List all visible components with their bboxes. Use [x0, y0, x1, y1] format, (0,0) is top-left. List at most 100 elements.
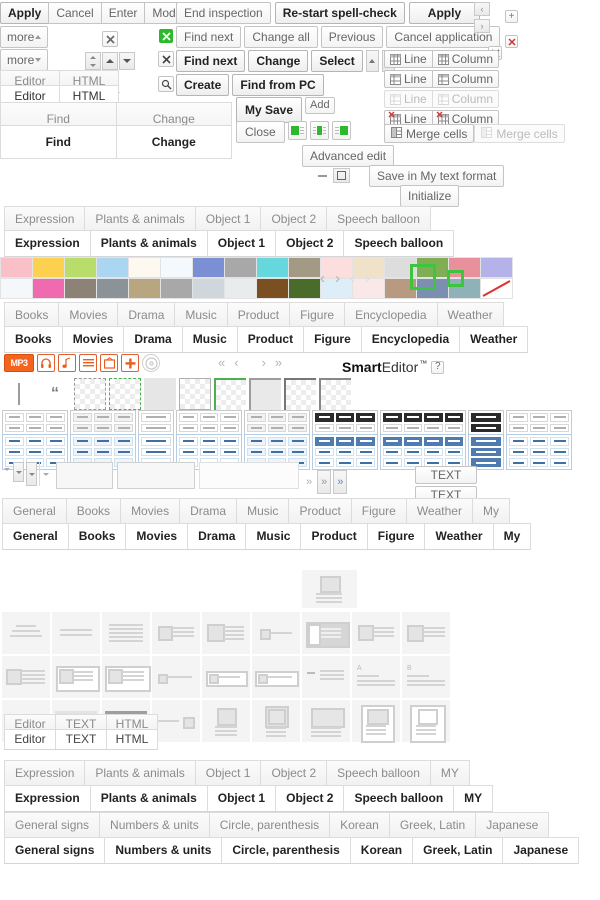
- more-button-down[interactable]: more: [0, 49, 48, 71]
- layout-thumbnail[interactable]: A: [352, 656, 400, 698]
- category-tab-active-product[interactable]: Product: [236, 326, 305, 353]
- find-from-pc-button[interactable]: Find from PC: [232, 74, 324, 96]
- symbol-tab-circle-parenthesis[interactable]: Circle, parenthesis: [208, 812, 331, 839]
- color-swatch[interactable]: [192, 278, 225, 299]
- category-tab-figure[interactable]: Figure: [289, 302, 346, 329]
- symbol-tab-korean[interactable]: Korean: [329, 812, 390, 839]
- sticker-tab-active-object-2[interactable]: Object 2: [275, 230, 345, 257]
- layout-thumbnail[interactable]: [352, 612, 400, 654]
- expand-icon-3[interactable]: »: [333, 470, 348, 494]
- pager-last-icon[interactable]: »: [274, 355, 283, 370]
- category-tab-active-drama[interactable]: Drama: [123, 326, 183, 353]
- save-toolbar[interactable]: My Save Add: [236, 97, 335, 123]
- category-tab-product[interactable]: Product: [226, 302, 291, 329]
- general-tabs-bold[interactable]: General Books Movies Drama Music Product Figur…: [2, 523, 532, 551]
- color-swatch[interactable]: [64, 278, 97, 299]
- sticker-tab-expression[interactable]: Expression: [4, 206, 86, 233]
- color-swatch-none[interactable]: [480, 278, 513, 299]
- color-swatch[interactable]: [256, 257, 289, 278]
- excel-close-button[interactable]: [159, 29, 173, 43]
- color-swatch[interactable]: [32, 257, 65, 278]
- color-swatch[interactable]: [32, 278, 65, 299]
- color-swatch[interactable]: [128, 278, 161, 299]
- save-my-text-format-button[interactable]: Save in My text format: [369, 165, 505, 187]
- pager-next-icon[interactable]: ›: [261, 355, 266, 370]
- prev-page-button[interactable]: ‹: [474, 2, 490, 16]
- media-toolbar[interactable]: MP3: [4, 354, 160, 372]
- layout-thumbnail[interactable]: [102, 612, 150, 654]
- category-tab-encyclopedia[interactable]: Encyclopedia: [344, 302, 438, 329]
- layout-thumbnail[interactable]: [252, 612, 300, 654]
- color-swatch[interactable]: [0, 257, 33, 278]
- tab-text-3[interactable]: TEXT: [55, 729, 107, 750]
- sticker-tab-object-2[interactable]: Object 2: [260, 206, 328, 233]
- color-swatch[interactable]: [0, 278, 33, 299]
- general-tab-books[interactable]: Books: [65, 498, 122, 525]
- sticker-my-tab-active-my[interactable]: MY: [453, 785, 494, 812]
- sticker-my-tab-active-speech-balloon[interactable]: Speech balloon: [343, 785, 455, 812]
- category-tab-active-books[interactable]: Books: [4, 326, 63, 353]
- general-tab-active-books[interactable]: Books: [67, 523, 127, 550]
- general-tab-active-music[interactable]: Music: [245, 523, 302, 550]
- caret-button-3[interactable]: [26, 462, 37, 486]
- general-tab-active-product[interactable]: Product: [300, 523, 368, 550]
- music-note-icon-button[interactable]: [58, 354, 76, 372]
- layout-thumbnail[interactable]: [202, 612, 250, 654]
- sticker-my-tab-plants-animals[interactable]: Plants & animals: [84, 760, 196, 787]
- border-style-grey-corner-filled[interactable]: [249, 378, 281, 410]
- sticker-my-tab-my[interactable]: MY: [429, 760, 470, 787]
- sticker-my-tabs-bold[interactable]: Expression Plants & animals Object 1 Object…: [4, 785, 494, 813]
- inspection-toolbar[interactable]: End inspection Re-start spell-check Appl…: [176, 2, 481, 24]
- sticker-my-tab-speech-balloon[interactable]: Speech balloon: [326, 760, 431, 787]
- color-swatch[interactable]: [96, 278, 129, 299]
- symbol-tab-general-signs[interactable]: General signs: [4, 812, 101, 839]
- general-tab-drama[interactable]: Drama: [179, 498, 238, 525]
- sticker-my-tab-expression[interactable]: Expression: [4, 760, 86, 787]
- cancel-application-button[interactable]: Cancel application: [386, 26, 501, 48]
- table-style-thumbnail[interactable]: [312, 434, 378, 470]
- sticker-tab-active-expression[interactable]: Expression: [4, 230, 91, 257]
- color-swatch[interactable]: [224, 278, 257, 299]
- color-swatch[interactable]: [128, 257, 161, 278]
- category-tab-movies[interactable]: Movies: [58, 302, 119, 329]
- playlist-icon-button[interactable]: [79, 354, 97, 372]
- layout-thumbnail[interactable]: [252, 656, 300, 698]
- border-style-thick-corner[interactable]: [319, 378, 351, 410]
- create-toolbar[interactable]: Create Find from PC: [176, 74, 324, 96]
- search-button[interactable]: [158, 76, 174, 92]
- pager-prev-icon[interactable]: ‹: [234, 355, 239, 370]
- tab-html-3[interactable]: HTML: [106, 729, 158, 750]
- layout-thumbnail[interactable]: [52, 656, 100, 698]
- sticker-my-tab-active-plants-animals[interactable]: Plants & animals: [89, 785, 208, 812]
- restart-spellcheck-button[interactable]: Re-start spell-check: [274, 2, 405, 24]
- border-style-quote[interactable]: “: [39, 378, 71, 410]
- symbol-tab-active-numbers-units[interactable]: Numbers & units: [104, 837, 223, 864]
- border-style-solid-thin[interactable]: [179, 378, 211, 410]
- layout-thumbnail[interactable]: [202, 656, 250, 698]
- spinner-group[interactable]: [85, 52, 135, 70]
- headphone-icon-button[interactable]: [37, 354, 55, 372]
- layout-thumbnail[interactable]: [252, 700, 300, 742]
- symbol-tab-active-korean[interactable]: Korean: [349, 837, 414, 864]
- table-style-thumbnail[interactable]: [380, 434, 466, 470]
- find-toolbar-bold[interactable]: Find next Change Select: [176, 50, 395, 72]
- table-grid-column-button[interactable]: Column: [431, 50, 500, 68]
- category-tab-books[interactable]: Books: [4, 302, 60, 329]
- caret-row[interactable]: [2, 462, 299, 489]
- general-tab-music[interactable]: Music: [236, 498, 290, 525]
- category-tab-active-music[interactable]: Music: [181, 326, 238, 353]
- selected-color-box-large[interactable]: [410, 264, 436, 290]
- layout-thumbnail[interactable]: [202, 700, 250, 742]
- general-tab-active-my[interactable]: My: [492, 523, 532, 550]
- add-small-button[interactable]: +: [505, 10, 518, 23]
- sticker-tab-active-plants-animals[interactable]: Plants & animals: [89, 230, 208, 257]
- content-pager[interactable]: « ‹ › »: [218, 355, 282, 370]
- table-style-thumbnail[interactable]: [506, 434, 572, 470]
- align-center-button[interactable]: [309, 121, 329, 140]
- input-field-3[interactable]: [199, 462, 299, 489]
- tab-html-active[interactable]: HTML: [59, 85, 119, 108]
- merge-cells-panel[interactable]: Merge cells Merge cells: [384, 124, 565, 146]
- symbol-tab-greek-latin[interactable]: Greek, Latin: [388, 812, 477, 839]
- layout-thumbnail[interactable]: [352, 700, 400, 743]
- selected-color-box-small[interactable]: [447, 270, 464, 287]
